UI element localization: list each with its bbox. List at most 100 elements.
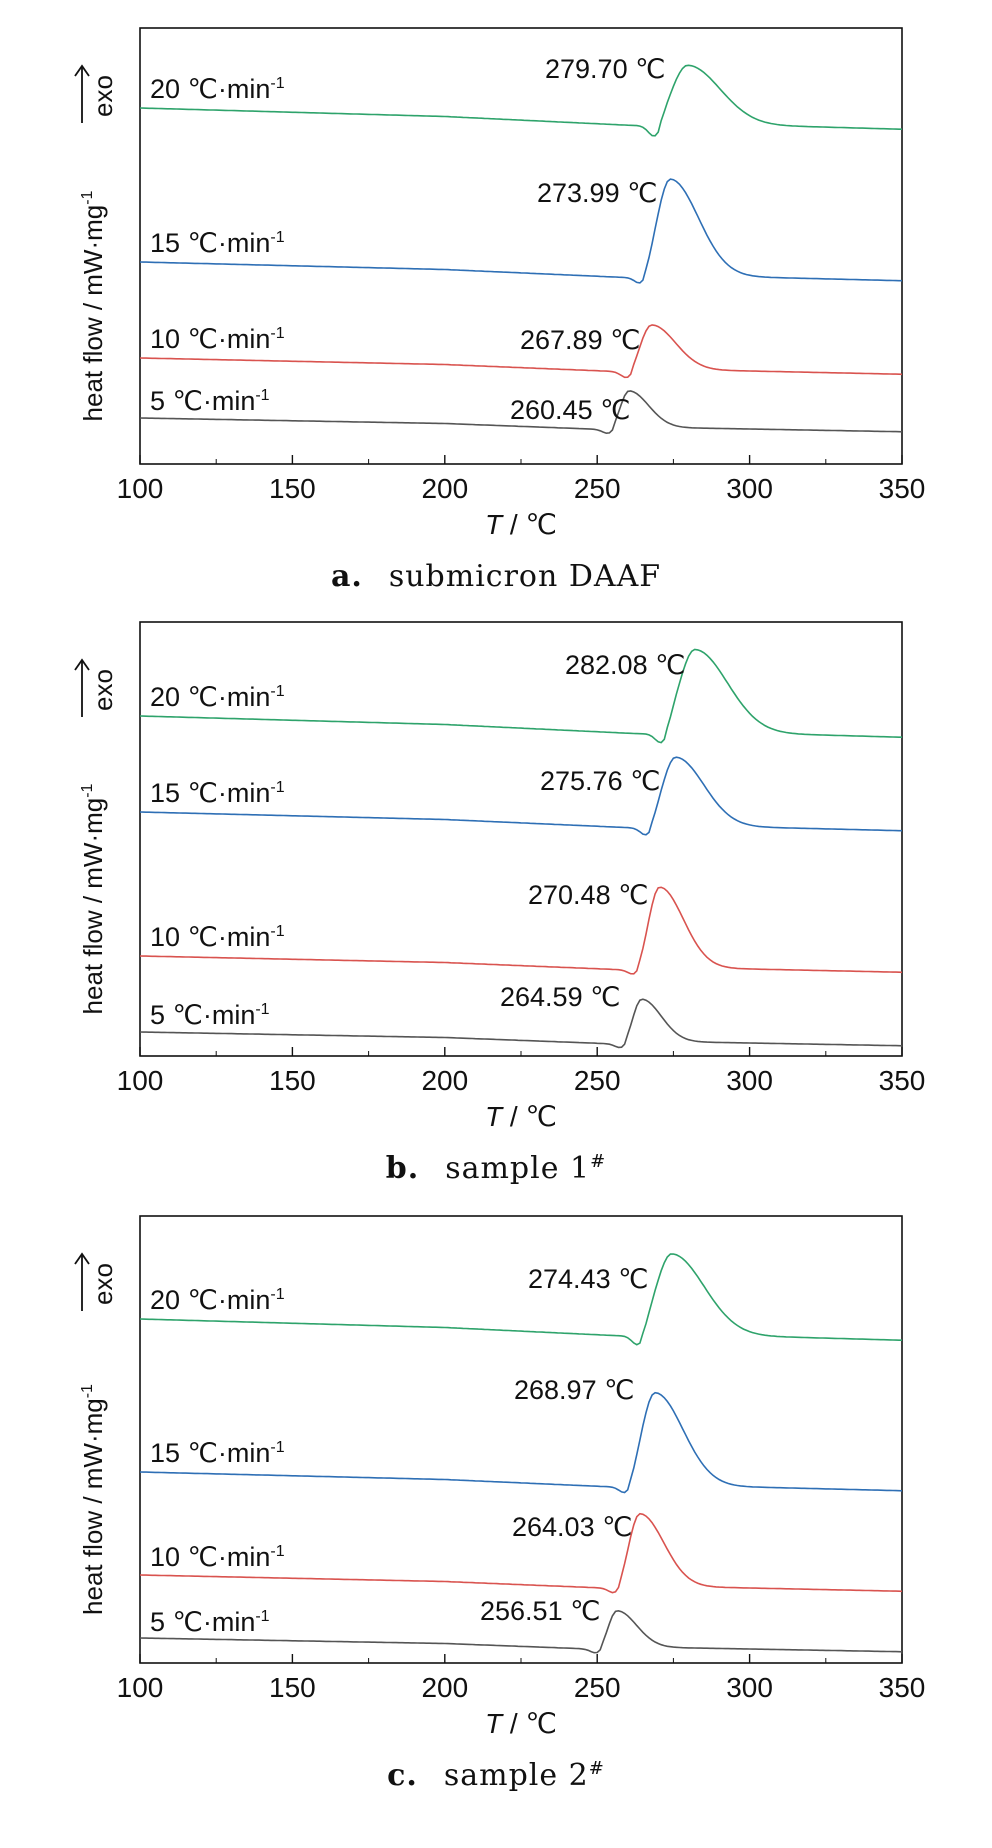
- series-label-sup: -1: [270, 923, 284, 940]
- peak-label: 264.03 ℃: [512, 1512, 632, 1542]
- x-axis-label: T / ℃: [485, 1708, 557, 1739]
- x-tick-label: 300: [726, 1065, 773, 1096]
- dsc-panel-c: 100 150 200 250 300 350 T / ℃ heat flow / mW·mg…: [0, 1185, 992, 1775]
- x-axis-unit: / ℃: [502, 1101, 557, 1132]
- x-tick-label: 100: [117, 1065, 164, 1096]
- y-axis-label: heat flow / mW·mg-1: [78, 783, 108, 1014]
- x-tick-label: 350: [879, 1672, 926, 1703]
- series-label-sup: -1: [270, 1543, 284, 1560]
- series-label-text: 10 ℃·min: [150, 1542, 270, 1572]
- series-label: 20 ℃·min-1: [150, 682, 285, 712]
- series-curve: [139, 324, 903, 379]
- caption-text: sample 2: [443, 1758, 589, 1793]
- x-tick-label: 150: [269, 473, 316, 504]
- x-axis-unit: / ℃: [502, 509, 557, 540]
- peak-label: 270.48 ℃: [528, 880, 648, 910]
- series-label-text: 20 ℃·min: [150, 1285, 270, 1315]
- series-label: 15 ℃·min-1: [150, 1438, 285, 1468]
- x-tick-label: 250: [574, 473, 621, 504]
- series-label-text: 20 ℃·min: [150, 682, 270, 712]
- up-arrow-icon: [74, 1252, 90, 1265]
- dsc-chart: 100 150 200 250 300 350 T / ℃ heat flow / mW·mg…: [74, 621, 926, 1132]
- peak-label: 264.59 ℃: [500, 982, 620, 1012]
- x-tick-label: 300: [726, 1672, 773, 1703]
- series-label: 5 ℃·min-1: [150, 386, 270, 416]
- series-curve: [139, 178, 902, 284]
- series-label: 10 ℃·min-1: [150, 1542, 285, 1572]
- x-axis-unit: / ℃: [502, 1708, 557, 1739]
- series-label-text: 15 ℃·min: [150, 778, 270, 808]
- y-axis-sup: -1: [79, 783, 96, 797]
- x-tick-label: 100: [117, 473, 164, 504]
- panel-caption: c. sample 2#: [0, 1758, 992, 1793]
- peak-label: 274.43 ℃: [528, 1264, 648, 1294]
- caption-letter: b.: [385, 1151, 420, 1186]
- series-label: 20 ℃·min-1: [150, 1285, 285, 1315]
- panel-caption: a. submicron DAAF: [0, 559, 992, 594]
- caption-text: sample 1: [445, 1151, 591, 1186]
- x-tick-label: 150: [269, 1065, 316, 1096]
- series-label-sup: -1: [270, 325, 284, 342]
- y-axis-text: heat flow / mW·mg: [78, 205, 108, 422]
- peak-label: 260.45 ℃: [510, 395, 630, 425]
- series-curve: [139, 756, 902, 836]
- y-axis-label: heat flow / mW·mg-1: [78, 190, 108, 421]
- exo-label: exo: [88, 1263, 118, 1305]
- caption-text: submicron DAAF: [388, 559, 662, 594]
- series-label-sup: -1: [270, 1439, 284, 1456]
- caption-letter: c.: [387, 1758, 418, 1793]
- x-tick-label: 350: [879, 1065, 926, 1096]
- exo-label: exo: [88, 75, 118, 117]
- series-label: 5 ℃·min-1: [150, 1607, 270, 1637]
- series-curve: [139, 1609, 903, 1654]
- y-axis-text: heat flow / mW·mg: [78, 798, 108, 1015]
- series-curve: [139, 390, 903, 435]
- y-axis-label: heat flow / mW·mg-1: [78, 1384, 108, 1615]
- y-axis-sup: -1: [79, 190, 96, 204]
- series-label: 15 ℃·min-1: [150, 778, 285, 808]
- series-label: 10 ℃·min-1: [150, 324, 285, 354]
- dsc-panel-a: 100 150 200 250 300 350 T / ℃ heat flow / mW·mg…: [0, 0, 992, 590]
- exo-label: exo: [88, 669, 118, 711]
- x-axis-symbol: T: [485, 1101, 504, 1132]
- series-label-sup: -1: [255, 1001, 269, 1018]
- x-axis-symbol: T: [485, 509, 504, 540]
- series-label-text: 10 ℃·min: [150, 324, 270, 354]
- series-label: 5 ℃·min-1: [150, 1000, 270, 1030]
- panel-caption: b. sample 1#: [0, 1151, 992, 1186]
- series-label: 10 ℃·min-1: [150, 922, 285, 952]
- series-label-text: 5 ℃·min: [150, 386, 255, 416]
- x-tick-label: 200: [421, 1672, 468, 1703]
- x-axis-label: T / ℃: [485, 509, 557, 540]
- peak-label: 268.97 ℃: [514, 1375, 634, 1405]
- series-label-text: 15 ℃·min: [150, 228, 270, 258]
- dsc-chart: 100 150 200 250 300 350 T / ℃ heat flow / mW·mg…: [74, 27, 925, 540]
- peak-label: 275.76 ℃: [540, 766, 660, 796]
- dsc-chart: 100 150 200 250 300 350 T / ℃ heat flow / mW·mg…: [74, 1215, 926, 1739]
- series-label-sup: -1: [270, 229, 284, 246]
- series-curve: [139, 1391, 903, 1494]
- series-label-text: 5 ℃·min: [150, 1607, 255, 1637]
- series-label-text: 20 ℃·min: [150, 74, 270, 104]
- x-axis-label: T / ℃: [485, 1101, 557, 1132]
- x-tick-label: 200: [421, 473, 468, 504]
- peak-label: 279.70 ℃: [545, 54, 665, 84]
- peak-label: 256.51 ℃: [480, 1596, 600, 1626]
- series-label-sup: -1: [270, 75, 284, 92]
- series-label-text: 5 ℃·min: [150, 1000, 255, 1030]
- x-tick-label: 300: [726, 473, 773, 504]
- peak-label: 282.08 ℃: [565, 650, 685, 680]
- series-curve: [139, 648, 902, 744]
- series-curve: [139, 1512, 903, 1594]
- up-arrow-icon: [74, 64, 90, 77]
- x-tick-label: 250: [574, 1065, 621, 1096]
- caption-sup: #: [588, 1758, 605, 1779]
- series-label-sup: -1: [270, 683, 284, 700]
- dsc-panel-b: 100 150 200 250 300 350 T / ℃ heat flow / mW·mg…: [0, 590, 992, 1180]
- peak-label: 273.99 ℃: [537, 178, 657, 208]
- y-axis-sup: -1: [79, 1384, 96, 1398]
- series-label-sup: -1: [255, 1608, 269, 1625]
- up-arrow-icon: [74, 658, 90, 671]
- series-curve: [139, 886, 903, 975]
- series-label: 20 ℃·min-1: [150, 74, 285, 104]
